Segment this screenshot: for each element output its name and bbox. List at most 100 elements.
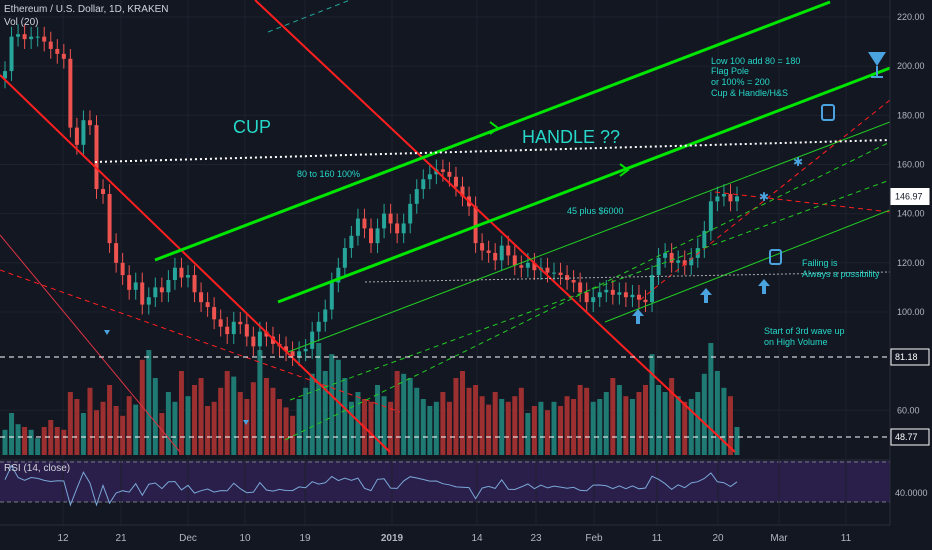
candle-body <box>101 189 106 194</box>
pct-label: 80 to 160 100% <box>297 169 360 179</box>
volume-bar <box>342 378 348 455</box>
volume-bar <box>446 401 452 455</box>
time-tick-label: 12 <box>57 533 69 544</box>
volume-bar <box>152 378 158 455</box>
trend-arrow <box>619 163 630 177</box>
cocktail-glass-icon <box>868 52 886 66</box>
volume-bar <box>433 401 439 455</box>
candle-body <box>388 213 393 224</box>
candle-body <box>636 294 641 300</box>
volume-bar <box>407 378 413 455</box>
candle-body <box>421 179 426 190</box>
target-note-line3: or 100% = 200 <box>711 77 770 87</box>
candle-body <box>499 245 504 261</box>
volume-bar <box>54 427 60 455</box>
volume-bar <box>473 385 479 455</box>
volume-bar <box>610 378 616 455</box>
time-tick-label: 11 <box>841 533 852 544</box>
candle-body <box>61 53 66 59</box>
rsi-band <box>0 461 890 502</box>
candle-body <box>114 243 119 263</box>
candle-body <box>571 280 576 283</box>
candle-body <box>159 287 164 293</box>
candle-body <box>643 299 648 303</box>
volume-bar <box>479 396 485 455</box>
time-tick-label: 21 <box>115 533 127 544</box>
up-arrow-icon <box>758 279 770 294</box>
target-note-line1: Low 100 add 80 = 180 <box>711 56 800 66</box>
volume-bar <box>218 387 224 455</box>
candle-body <box>355 218 360 236</box>
volume-bar <box>460 371 465 455</box>
volume-bar <box>375 385 381 455</box>
candle-body <box>460 186 465 197</box>
volume-bar <box>15 424 21 455</box>
candle-body <box>427 174 432 180</box>
wave-note-line1: Start of 3rd wave up <box>764 326 845 336</box>
support-dotted-line <box>364 271 891 283</box>
volume-bar <box>590 401 596 455</box>
time-tick-label: 11 <box>652 533 663 544</box>
volume-bar <box>296 399 302 455</box>
volume-bar <box>486 404 492 455</box>
candle-body <box>127 275 132 290</box>
candle-body <box>316 321 321 332</box>
candle-body <box>16 34 21 37</box>
volume-bar <box>28 429 34 455</box>
red-dashed-line <box>714 191 891 213</box>
volume-bar <box>577 385 583 455</box>
time-tick-label: Dec <box>179 533 197 544</box>
volume-bar <box>107 385 113 455</box>
candle-body <box>133 282 138 290</box>
volume-bar <box>41 427 47 455</box>
volume-bar <box>571 399 577 455</box>
volume-bar <box>133 404 139 455</box>
candle-body <box>578 282 583 293</box>
volume-bar <box>100 401 106 455</box>
price-tick-label: 60.00 <box>897 405 920 415</box>
candle-body <box>480 243 485 251</box>
candle-body <box>310 331 315 349</box>
volume-bar <box>159 413 165 455</box>
red-channel-line <box>254 0 736 453</box>
volume-bar <box>701 373 707 455</box>
candle-body <box>525 262 530 268</box>
candle-body <box>623 292 628 298</box>
volume-bar <box>538 401 544 455</box>
candle-body <box>238 321 243 325</box>
candle-body <box>447 171 452 177</box>
price-badge <box>890 348 930 366</box>
volume-bar <box>368 401 374 455</box>
volume-bar <box>172 401 178 455</box>
candle-body <box>35 36 40 38</box>
candle-body <box>297 351 302 357</box>
red-dashed-line <box>0 269 401 413</box>
candle-body <box>584 292 589 303</box>
volume-bar <box>224 371 230 455</box>
volume-bar <box>558 406 564 455</box>
volume-bar <box>727 396 733 455</box>
candle-body <box>87 120 92 126</box>
failing-note-line1: Failing is <box>802 258 838 268</box>
price-badge <box>890 188 930 206</box>
volume-bar <box>420 399 426 455</box>
volume-bar <box>629 399 635 455</box>
candle-body <box>107 193 112 244</box>
volume-bar <box>427 406 433 455</box>
volume-bar <box>35 438 41 455</box>
candle-body <box>55 48 60 54</box>
price-axis-background <box>890 0 932 550</box>
time-tick-label: 20 <box>712 533 724 544</box>
volume-bar <box>250 382 256 455</box>
candle-body <box>382 213 387 229</box>
volume-bar <box>649 354 655 455</box>
volume-bar <box>146 350 152 455</box>
candle-body <box>506 245 511 256</box>
candle-body <box>251 336 256 347</box>
candle-body <box>9 36 14 72</box>
volume-bar <box>584 387 590 455</box>
volume-bar <box>355 392 361 455</box>
volume-bar <box>682 401 688 455</box>
